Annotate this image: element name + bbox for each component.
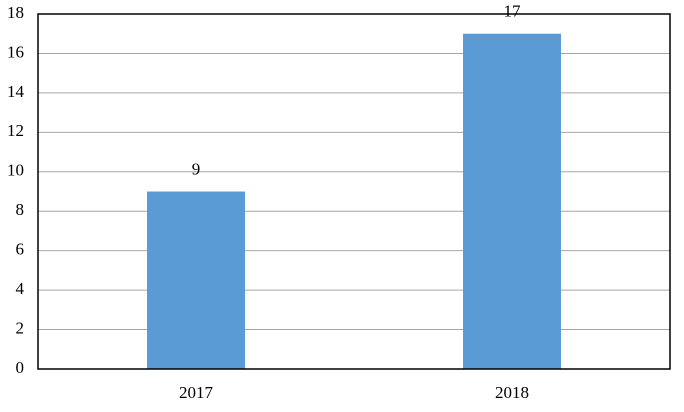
y-tick-label: 4 bbox=[16, 279, 25, 298]
plot-area-border bbox=[37, 13, 671, 370]
data-label: 9 bbox=[192, 159, 201, 178]
x-tick-label: 2018 bbox=[495, 383, 529, 402]
y-tick-label: 10 bbox=[7, 161, 24, 180]
y-tick-label: 8 bbox=[16, 200, 25, 219]
y-tick-label: 6 bbox=[16, 240, 25, 259]
bar bbox=[147, 191, 245, 369]
y-tick-label: 16 bbox=[7, 42, 24, 61]
y-tick-label: 0 bbox=[16, 358, 25, 377]
data-label: 17 bbox=[504, 2, 522, 21]
bar bbox=[463, 33, 561, 369]
y-tick-label: 2 bbox=[16, 318, 25, 337]
y-tick-label: 12 bbox=[7, 121, 24, 140]
x-tick-label: 2017 bbox=[179, 383, 214, 402]
y-tick-label: 14 bbox=[7, 82, 25, 101]
y-tick-label: 18 bbox=[7, 3, 24, 22]
